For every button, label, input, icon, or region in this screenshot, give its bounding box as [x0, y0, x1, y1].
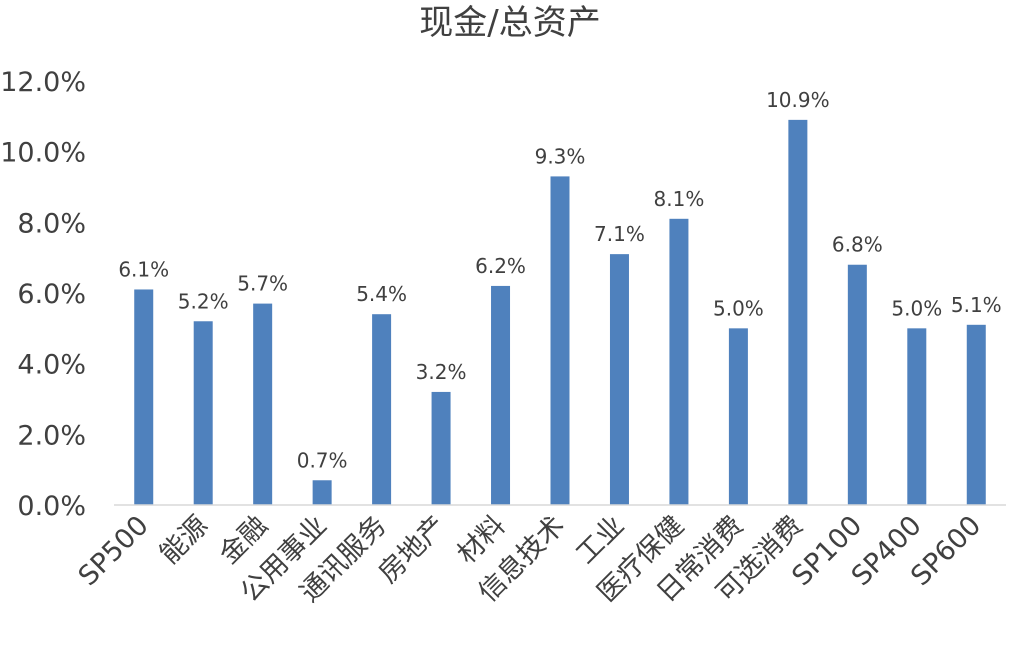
bar: [966, 324, 986, 505]
data-label: 5.2%: [178, 289, 229, 313]
data-label: 5.4%: [356, 282, 407, 306]
bar: [253, 303, 273, 505]
bar: [788, 119, 808, 505]
data-label: 5.0%: [713, 296, 764, 320]
data-label: 7.1%: [594, 222, 645, 246]
chart-title: 现金/总资产: [419, 3, 600, 43]
data-label: 6.1%: [118, 257, 169, 281]
bar: [550, 176, 570, 505]
data-label: 3.2%: [416, 360, 467, 384]
data-label: 9.3%: [535, 144, 586, 168]
y-tick-label: 8.0%: [17, 208, 86, 239]
bar: [372, 314, 392, 505]
bar: [431, 391, 451, 505]
y-tick-label: 0.0%: [17, 491, 86, 522]
bar: [312, 480, 332, 505]
bars-group: [134, 119, 986, 506]
x-tick-label: 能源: [154, 510, 214, 570]
x-tick-label: SP500: [73, 510, 155, 592]
data-label: 0.7%: [297, 448, 348, 472]
y-tick-label: 10.0%: [0, 138, 86, 169]
bar: [669, 218, 689, 506]
data-label: 5.0%: [891, 296, 942, 320]
bar: [609, 254, 629, 505]
y-tick-label: 2.0%: [17, 420, 86, 451]
data-labels-group: 6.1% 5.2% 5.7% 0.7% 5.4% 3.2% 6.2% 9.3% 7.1% 8.1%…: [118, 88, 1001, 472]
bar: [728, 328, 748, 505]
data-label: 5.1%: [951, 293, 1002, 317]
bar: [134, 289, 154, 505]
bar: [491, 285, 511, 505]
bar: [907, 328, 927, 505]
x-tick-label: 房地产: [373, 510, 452, 589]
data-label: 8.1%: [654, 187, 705, 211]
data-label: 10.9%: [766, 88, 830, 112]
data-label: 5.7%: [237, 272, 288, 296]
y-tick-label: 12.0%: [0, 67, 86, 98]
data-label: 6.2%: [475, 254, 526, 278]
y-axis: 0.0% 2.0% 4.0% 6.0% 8.0% 10.0% 12.0%: [0, 67, 86, 522]
y-tick-label: 6.0%: [17, 279, 86, 310]
data-label: 6.8%: [832, 233, 883, 257]
bar: [193, 321, 213, 505]
bar: [847, 264, 867, 505]
y-tick-label: 4.0%: [17, 350, 86, 381]
